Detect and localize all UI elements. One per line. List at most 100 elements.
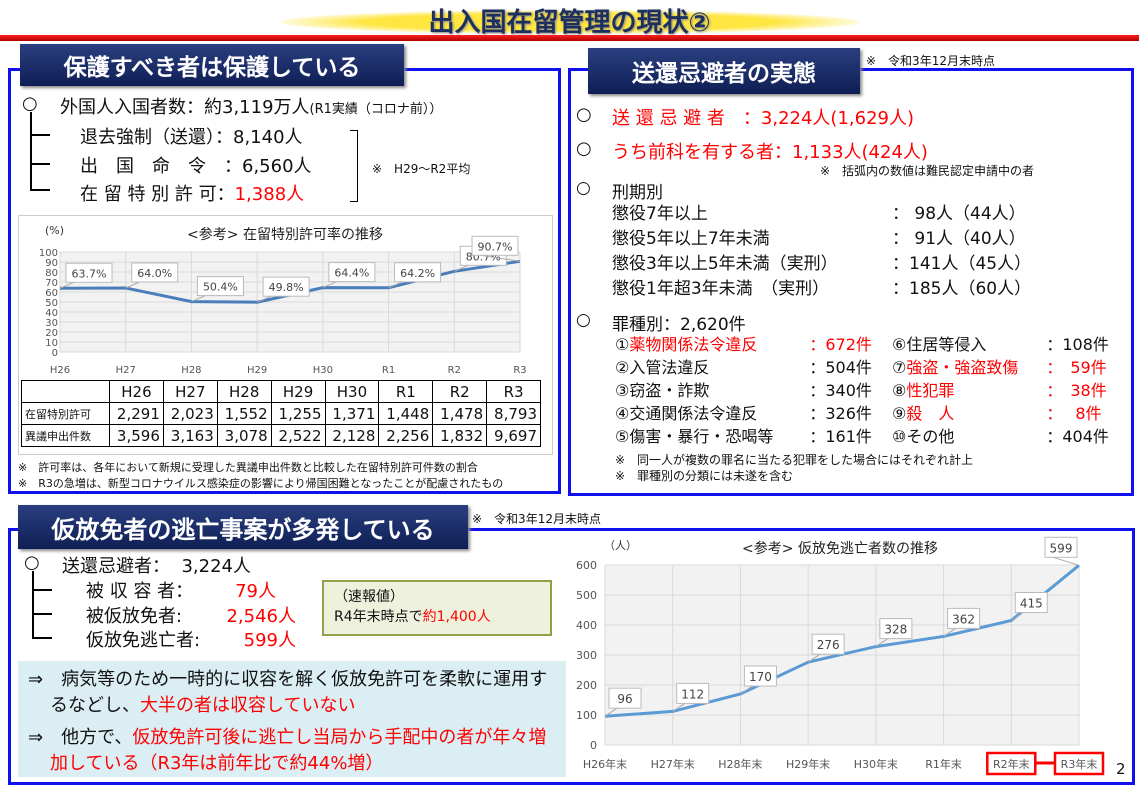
label-leader [807, 653, 821, 663]
y-tick-label: 20 [45, 328, 58, 339]
row-label: 懲役5年以上7年未満 [612, 229, 770, 249]
arrow-icon [32, 589, 52, 591]
item-label: 在 留 特 別 許 可： [80, 184, 235, 205]
row-label: 異議申出件数 [21, 424, 110, 447]
detained-item: 被 収 容 者： 79人 [86, 577, 276, 603]
data-label-box [394, 262, 442, 283]
y-tick-label: 400 [576, 619, 597, 632]
crime-value: ：504件 [809, 358, 872, 377]
line-label: うち前科を有する者： [612, 142, 792, 163]
crime-label: 入管法違反 [629, 358, 710, 377]
table-cell: 2,522 [270, 424, 326, 447]
label-leader [191, 295, 206, 303]
crime-number: ⑨ [892, 404, 907, 423]
y-tick-label: 0 [52, 348, 58, 359]
data-label: 599 [1050, 541, 1073, 555]
table-cell: 1,255 [270, 402, 326, 425]
crime-number: ⑧ [892, 381, 907, 400]
crime-number: ③ [615, 381, 630, 400]
title-rule [0, 35, 1139, 41]
data-label-box [131, 262, 179, 283]
footnote: ※ 許可率は、各年において新規に受理した異議申出件数と比較した在留特別許可件数の… [18, 461, 478, 474]
preliminary-callout: （速報値） R4年末時点で約1,400人 [322, 580, 552, 636]
crime-label: 殺 人 [906, 404, 955, 423]
conclusion-highlight: 大半の者は収容していない [140, 695, 356, 716]
bullet: ○ [576, 310, 591, 330]
data-label-box [471, 235, 519, 256]
x-tick-label: H26 [50, 365, 70, 376]
table-cell: 1,832 [432, 424, 488, 447]
conclusion-text: 他方で、 [43, 727, 133, 748]
x-tick-label: H30 [313, 365, 333, 376]
crime-label: 強盗・強盗致傷 [906, 358, 1019, 377]
label-leader [454, 264, 469, 272]
entrants-line: 外国人入国者数：約3,119万人(R1実績（コロナ前）） [60, 93, 442, 119]
label-leader [943, 627, 956, 637]
table-row: 在留特別許可 2,291 2,023 1,552 1,255 1,371 1,4… [21, 402, 541, 425]
data-label: 64.2% [400, 267, 435, 280]
tree-line [30, 112, 32, 190]
row-value: ： 91人（40人） [892, 229, 1026, 249]
y-tick-label: 200 [576, 679, 597, 692]
x-tick-label: R2年末 [993, 757, 1030, 771]
line-value: 1,133人(424人) [792, 142, 928, 163]
chart-title: <参考> 仮放免逃亡者数の推移 [742, 540, 938, 557]
table-cell: 3,596 [109, 424, 164, 447]
y-tick-label: 300 [576, 649, 597, 662]
data-label: 170 [749, 670, 772, 684]
bullet: ○ [576, 138, 592, 159]
item-value: 8,140人 [233, 127, 303, 148]
crime-number: ② [615, 358, 630, 377]
item-value: 1,388人 [234, 184, 305, 205]
data-label: 49.8% [269, 281, 304, 294]
crime-number: ① [615, 335, 630, 354]
title-highlight [280, 10, 860, 34]
table-cell: 3,163 [162, 424, 218, 447]
y-tick-label: 0 [590, 739, 597, 752]
y-tick-label: 70 [45, 278, 58, 289]
x-tick-label: H27 [116, 365, 136, 376]
data-label-box [328, 262, 376, 283]
bullet: ○ [22, 93, 38, 114]
line-value: 3,224人(1,629人) [760, 108, 914, 129]
paren-note: ※ 括弧内の数値は難民認定申請中の者 [820, 164, 1035, 178]
y-tick-label: 30 [45, 318, 58, 329]
label-leader [388, 281, 403, 289]
y-tick-label: 60 [45, 288, 58, 299]
data-label: 276 [817, 638, 840, 652]
departure-order-item: 出 国 命 令 ：6,560人 [80, 152, 312, 178]
sentence-list: 懲役7年以上 ： 98人（44人） 懲役5年以上7年未満 ： 91人（40人） 懲役… [612, 202, 1031, 302]
sentence-row: 懲役1年超3年未満 （実刑） ：185人（60人） [612, 277, 1031, 302]
line-label: 送還忌避者： [62, 556, 170, 577]
entrants-note: (R1実績（コロナ前）） [309, 102, 443, 117]
y-tick-label: 100 [39, 248, 58, 259]
implies-icon: ⇒ [28, 669, 44, 690]
sentence-header: 刑期別 [612, 183, 663, 203]
average-note: ※ H29～R2平均 [372, 162, 471, 176]
sentence-row: 懲役7年以上 ： 98人（44人） [612, 202, 1031, 227]
label-leader [740, 685, 753, 695]
x-tick-label: R2 [448, 365, 461, 376]
absconding-panel [8, 528, 1135, 785]
data-label: 112 [681, 687, 704, 701]
bullet: ○ [576, 178, 591, 198]
table-cell: 8,793 [486, 402, 541, 425]
special-permission-item: 在 留 特 別 許 可：1,388人 [80, 180, 304, 206]
data-label: 63.7% [72, 267, 107, 280]
conclusion-box: ⇒ 病気等のため一時的に収容を解く仮放免許可を柔軟に運用するなどし、大半の者は収… [18, 661, 566, 777]
y-tick-label: 100 [576, 709, 597, 722]
label-leader [322, 281, 338, 289]
item-label: 被 収 容 者： [86, 581, 194, 602]
crime-label: 傷害・暴行・恐喝等 [629, 427, 774, 446]
sentence-row: 懲役5年以上7年未満 ： 91人（40人） [612, 227, 1031, 252]
data-label-box [608, 687, 642, 709]
footnote: ※ 同一人が複数の罪名に当たる犯罪をした場合にはそれぞれ計上 [615, 453, 974, 467]
highlight-box [986, 751, 1037, 776]
callout-text: R4年末時点で [334, 609, 423, 625]
data-label: 362 [952, 612, 975, 626]
crime-label: 薬物関係法令違反 [629, 335, 758, 354]
crime-value: ：108件 [1046, 335, 1109, 354]
entrants-label: 外国人入国者数：約3,119万人 [60, 97, 310, 118]
data-label: 328 [884, 623, 907, 637]
